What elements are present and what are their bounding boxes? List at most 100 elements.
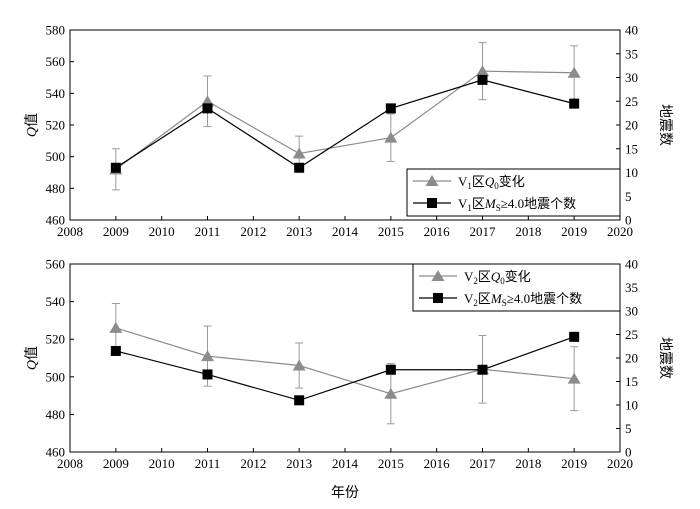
legend-label-tail: 变化: [505, 269, 531, 284]
left-y-tick-label: 580: [46, 23, 66, 38]
data-point-square: [202, 103, 213, 114]
x-tick-label: 2013: [286, 224, 312, 239]
right-y-tick-label: 40: [625, 23, 638, 38]
data-point-triangle: [476, 65, 489, 77]
legend-label-italic: Q: [491, 269, 501, 284]
legend-label-italic: Q: [485, 174, 495, 189]
legend-marker-square: [433, 293, 443, 303]
legend-label-sub: 2: [473, 276, 478, 286]
data-point-square: [477, 364, 488, 375]
left-y-tick-label: 540: [46, 86, 66, 101]
legend-label-main: V: [458, 196, 468, 211]
right-y-tick-label: 35: [625, 280, 638, 295]
series-line: [115, 336, 575, 401]
x-tick-label: 2018: [515, 224, 541, 239]
x-tick-label: 2015: [378, 224, 404, 239]
legend-label-tail: 变化: [499, 174, 525, 189]
legend-label-italic: M: [490, 291, 503, 306]
legend-label-sub: S: [496, 203, 501, 213]
data-point-square: [569, 98, 580, 109]
x-tick-label: 2008: [57, 224, 83, 239]
x-tick-label: 2010: [149, 224, 175, 239]
data-point-triangle: [109, 321, 123, 333]
x-tick-label: 2015: [378, 456, 404, 471]
right-y-tick-label: 15: [625, 141, 638, 156]
right-y-tick-label: 5: [625, 421, 632, 436]
x-tick-label: 2009: [103, 456, 129, 471]
data-point-square: [202, 369, 213, 380]
x-tick-label: 2020: [607, 456, 633, 471]
x-tick-label: 2012: [240, 224, 266, 239]
x-tick-label: 2011: [195, 224, 221, 239]
legend-label-mid: 区: [472, 196, 485, 211]
x-tick-label: 2009: [103, 224, 129, 239]
legend-label-sub: 0: [500, 276, 505, 286]
left-y-tick-label: 540: [46, 294, 66, 309]
series-line: [115, 79, 575, 169]
data-point-square: [569, 331, 580, 342]
series-line: [115, 327, 575, 395]
legend-label-mid: 区: [478, 269, 491, 284]
x-tick-label: 2019: [561, 224, 587, 239]
x-tick-label: 2018: [515, 456, 541, 471]
legend-label: V2区MS≥4.0地震个数: [464, 291, 582, 308]
data-point-square: [294, 162, 305, 173]
data-point-triangle: [567, 66, 581, 78]
left-y-tick-label: 500: [46, 369, 66, 384]
data-point-triangle: [292, 359, 306, 371]
left-y-tick-label: 520: [46, 118, 66, 133]
legend-label-mid: 区: [472, 174, 485, 189]
legend-label-main: V: [458, 174, 468, 189]
right-y-tick-label: 25: [625, 94, 638, 109]
right-axis-label: 地震数: [657, 337, 673, 379]
x-tick-label: 2010: [149, 456, 175, 471]
legend-label-sub: 1: [467, 203, 472, 213]
legend-label: V2区Q0变化: [464, 269, 531, 286]
x-tick-label: 2016: [424, 456, 451, 471]
data-point-triangle: [384, 131, 398, 143]
x-tick-label: 2011: [195, 456, 221, 471]
legend-label-main: V: [464, 291, 474, 306]
legend-label-italic: M: [484, 196, 497, 211]
data-point-square: [110, 162, 121, 173]
legend-label-mid: 区: [478, 291, 491, 306]
x-tick-label: 2017: [470, 456, 497, 471]
left-axis-label-italic: Q: [25, 360, 40, 370]
legend-label-sub: 1: [467, 181, 472, 191]
right-y-tick-label: 15: [625, 374, 638, 389]
legend-marker-triangle: [431, 270, 445, 281]
data-point-triangle: [292, 147, 306, 159]
x-axis-label: 年份: [331, 485, 359, 501]
left-y-tick-label: 460: [46, 445, 66, 460]
right-y-tick-label: 5: [625, 189, 632, 204]
left-y-tick-label: 520: [46, 332, 66, 347]
chart-bottom: 2008 2009 2010 2011 2012 2013 2014 2015 2016 2017…: [24, 257, 673, 472]
data-point-square: [385, 103, 396, 114]
right-y-tick-label: 30: [625, 70, 638, 85]
x-tick-label: 2013: [286, 456, 312, 471]
legend-marker-triangle: [425, 175, 439, 186]
legend-label-tail: ≥4.0地震个数: [507, 291, 582, 306]
left-axis-label-italic: Q: [25, 127, 40, 137]
legend-label-tail: ≥4.0地震个数: [501, 196, 576, 211]
x-tick-label: 2017: [470, 224, 497, 239]
right-y-tick-label: 0: [625, 445, 632, 460]
x-tick-label: 2008: [57, 456, 83, 471]
data-point-square: [477, 74, 488, 85]
legend-box: [406, 168, 621, 217]
data-point-square: [110, 345, 121, 356]
x-tick-label: 2012: [240, 456, 266, 471]
chart-top: 2008 2009 2010 2011 2012 2013 2014 2015 2016 2017…: [24, 23, 673, 240]
x-tick-label: 2014: [332, 224, 359, 239]
data-point-triangle: [567, 372, 581, 384]
left-axis-label: Q值: [24, 113, 40, 137]
right-y-tick-label: 10: [625, 398, 638, 413]
right-axis-label: 地震数: [657, 104, 673, 146]
right-y-tick-label: 20: [625, 118, 638, 133]
left-axis-label: Q值: [24, 346, 40, 370]
x-tick-label: 2020: [607, 224, 633, 239]
left-y-tick-label: 460: [46, 213, 66, 228]
